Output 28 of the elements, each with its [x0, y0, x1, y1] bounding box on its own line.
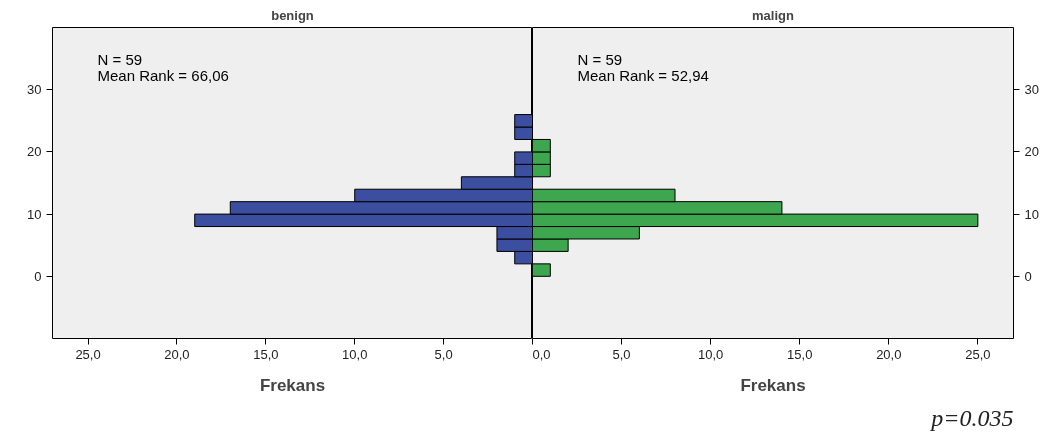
y-tick-label: 20 [27, 144, 42, 160]
annotation: Mean Rank = 66,06 [97, 66, 229, 84]
x-tick-label: 25,0 [965, 346, 991, 362]
x-tick-label: 25,0 [75, 346, 101, 362]
chart-title: benign [271, 7, 314, 23]
y-tick-label: 30 [1024, 82, 1039, 98]
x-tick-label: 20,0 [164, 346, 190, 362]
x-axis-title: Frekans [740, 375, 806, 395]
x-tick-label: 5,0 [434, 346, 453, 362]
annotation: N = 59 [577, 50, 623, 68]
x-tick-label: 10,0 [342, 346, 368, 362]
x-axis-title: Frekans [259, 375, 326, 395]
text: p=0.035 [929, 404, 1014, 431]
y-tick-label: 20 [1024, 144, 1039, 160]
y-tick-label: 30 [27, 82, 42, 98]
y-tick-label: 10 [1024, 206, 1039, 222]
x-tick-label: 5,0 [612, 346, 631, 362]
y-tick-label: 0 [34, 268, 42, 284]
annotation: N = 59 [97, 50, 143, 68]
x-tick-label: 15,0 [253, 346, 279, 362]
x-tick-label: 20,0 [876, 346, 902, 362]
y-tick-label: 0 [1024, 268, 1032, 284]
x-tick-label: 10,0 [698, 346, 724, 362]
y-tick-label: 10 [27, 206, 42, 222]
annotation: Mean Rank = 52,94 [577, 66, 709, 84]
x-tick-label: 0,0 [532, 346, 551, 362]
chart-title: malign [752, 7, 795, 23]
x-tick-label: 15,0 [787, 346, 813, 362]
